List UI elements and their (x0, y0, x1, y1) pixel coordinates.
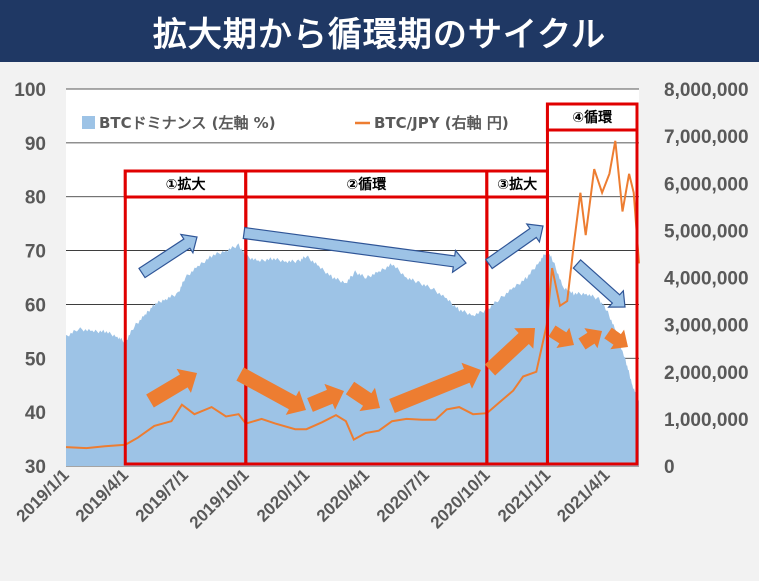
orange-arrow-down (345, 381, 380, 412)
orange-arrow-up (484, 327, 536, 376)
x-tick-label: 2021/1/1 (494, 465, 554, 525)
phase-label-box (485, 169, 549, 199)
orange-arrow-down (236, 367, 307, 415)
x-tick-label: 2020/1/1 (253, 465, 313, 525)
orange-arrow-up (307, 383, 345, 412)
left-tick-label: 80 (25, 188, 46, 209)
right-tick-label: 2,000,000 (664, 363, 749, 384)
x-tick-label: 2019/10/1 (186, 465, 253, 532)
legend-swatch-dominance (82, 116, 95, 129)
orange-arrow-up (389, 362, 481, 413)
arrow-shape (484, 327, 536, 376)
arrow-shape (572, 259, 626, 308)
x-tick-label: 2019/7/1 (132, 465, 192, 525)
left-tick-label: 90 (25, 134, 46, 155)
blue-arrow-up (138, 233, 198, 279)
blue-arrow-down (572, 259, 626, 308)
right-tick-label: 1,000,000 (664, 410, 749, 431)
legend: BTCドミナンス (左軸 %) BTC/JPY (右軸 円) (82, 114, 509, 132)
blue-arrow-up (484, 223, 544, 270)
arrow-shape (604, 327, 628, 350)
arrow-shape (578, 328, 602, 350)
title-banner: 拡大期から循環期のサイクル (0, 0, 759, 62)
arrow-shape (548, 325, 574, 349)
arrow-shape (236, 367, 307, 415)
right-tick-label: 8,000,000 (664, 80, 749, 101)
orange-arrow-up (578, 328, 602, 350)
arrow-shape (242, 226, 467, 274)
phase-box-2: ②循環 (244, 169, 489, 466)
arrow-shape (138, 233, 198, 279)
orange-arrow-down (604, 327, 628, 350)
x-tick-label: 2020/4/1 (313, 465, 373, 525)
arrow-shape (484, 223, 544, 270)
x-tick-label: 2020/10/1 (427, 465, 494, 532)
phase-label: ①拡大 (166, 176, 206, 193)
left-tick-label: 100 (14, 80, 46, 101)
chart-area: ①拡大 ②循環 ③拡大 ④循環 BTCドミナンス (左軸 %) BTC/JPY (右軸 円… (13, 80, 749, 532)
left-tick-label: 40 (25, 403, 46, 424)
legend-label-btcjpy: BTC/JPY (右軸 円) (374, 114, 509, 132)
btc-jpy-line (65, 140, 640, 450)
phase-label-box (545, 102, 639, 132)
left-tick-label: 30 (25, 457, 46, 478)
legend-label-dominance: BTCドミナンス (左軸 %) (99, 114, 276, 132)
arrow-shape (345, 381, 380, 412)
phase-label-box (244, 169, 489, 199)
phase-label: ④循環 (572, 109, 613, 126)
phase-label: ②循環 (346, 176, 387, 193)
left-tick-label: 50 (25, 349, 46, 370)
right-tick-label: 7,000,000 (664, 127, 749, 148)
arrow-shape (389, 362, 481, 413)
x-tick-label: 2019/4/1 (72, 465, 132, 525)
right-tick-label: 3,000,000 (664, 316, 749, 337)
left-tick-label: 70 (25, 242, 46, 263)
chart-title: 拡大期から循環期のサイクル (152, 14, 607, 55)
phase-box-4: ④循環 (545, 102, 639, 466)
arrow-shape (146, 368, 197, 408)
x-tick-label: 2021/4/1 (553, 465, 613, 525)
left-tick-label: 60 (25, 295, 46, 316)
right-tick-label: 5,000,000 (664, 221, 749, 242)
right-tick-label: 6,000,000 (664, 174, 749, 195)
phase-label: ③拡大 (497, 176, 537, 193)
orange-arrow-down (548, 325, 574, 349)
dominance-area (66, 243, 639, 466)
blue-arrow-down (242, 226, 467, 274)
right-tick-label: 0 (664, 457, 675, 478)
x-tick-label: 2020/7/1 (373, 465, 433, 525)
right-tick-label: 4,000,000 (664, 269, 749, 290)
arrow-shape (307, 383, 345, 412)
orange-arrow-up (146, 368, 197, 408)
